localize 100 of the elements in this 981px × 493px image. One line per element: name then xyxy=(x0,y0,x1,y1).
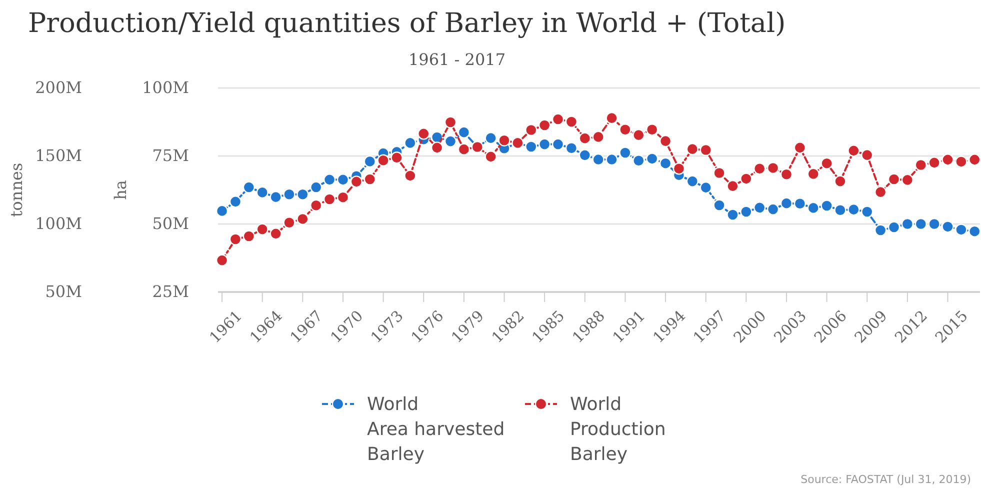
point xyxy=(552,113,564,126)
point xyxy=(592,153,604,166)
point xyxy=(672,162,686,175)
point xyxy=(713,166,726,180)
point xyxy=(820,200,833,212)
point xyxy=(296,188,309,200)
point xyxy=(861,148,874,162)
point xyxy=(901,174,914,186)
point xyxy=(794,198,806,210)
point xyxy=(928,156,940,169)
point xyxy=(901,218,914,230)
point xyxy=(538,138,551,150)
point xyxy=(619,146,632,159)
point xyxy=(861,206,874,218)
point xyxy=(418,128,430,140)
point xyxy=(646,124,658,136)
legend-label: World Area harvested Barley xyxy=(367,394,505,465)
point xyxy=(484,132,497,144)
y2-tick-label: 25M xyxy=(152,282,189,302)
point xyxy=(780,197,793,210)
point xyxy=(848,144,860,157)
point xyxy=(955,156,968,168)
point xyxy=(323,193,336,206)
source-note: Source: FAOSTAT (Jul 31, 2019) xyxy=(800,473,971,486)
point xyxy=(498,134,510,146)
point xyxy=(229,233,242,246)
y-tick-label: 150M xyxy=(35,146,82,166)
point xyxy=(552,138,564,150)
point xyxy=(525,140,538,153)
point xyxy=(270,190,282,204)
point xyxy=(968,154,981,166)
point xyxy=(834,204,846,216)
point xyxy=(619,124,632,136)
point xyxy=(458,126,470,138)
point xyxy=(364,155,376,168)
y-tick-label: 50M xyxy=(45,282,82,302)
point xyxy=(565,142,578,154)
point xyxy=(754,162,766,175)
point xyxy=(565,116,578,128)
point xyxy=(578,149,591,162)
point xyxy=(216,254,228,266)
point xyxy=(364,173,376,186)
point xyxy=(323,174,336,186)
point xyxy=(256,186,268,199)
point xyxy=(780,168,793,180)
point xyxy=(646,152,658,165)
point xyxy=(726,208,739,221)
point xyxy=(914,158,927,172)
y-tick-label: 200M xyxy=(35,78,82,98)
y-axis-title: tonnes xyxy=(7,162,26,218)
point xyxy=(807,168,820,180)
y-tick-label: 100M xyxy=(35,214,82,234)
point xyxy=(700,181,712,194)
point xyxy=(834,175,846,188)
point xyxy=(659,134,672,148)
point xyxy=(606,153,618,166)
point xyxy=(444,116,457,128)
point xyxy=(296,212,309,226)
point xyxy=(592,130,604,144)
point xyxy=(430,142,444,154)
point xyxy=(404,136,416,150)
point xyxy=(848,203,860,216)
y2-tick-label: 75M xyxy=(152,146,189,166)
point xyxy=(766,162,780,174)
point xyxy=(686,175,698,188)
point xyxy=(270,228,282,240)
point xyxy=(874,224,887,236)
point xyxy=(242,181,256,194)
point xyxy=(632,154,645,167)
point xyxy=(874,186,887,198)
point xyxy=(444,135,457,148)
point xyxy=(404,170,416,182)
legend-label: World Production Barley xyxy=(570,394,666,465)
chart-title: Production/Yield quantities of Barley in World + (Total) xyxy=(28,8,786,39)
point xyxy=(310,181,322,194)
point xyxy=(820,157,833,170)
point xyxy=(740,206,752,218)
point xyxy=(484,150,497,163)
point xyxy=(350,176,363,188)
point xyxy=(390,152,403,164)
point xyxy=(336,174,350,186)
point xyxy=(807,202,820,214)
point xyxy=(888,173,900,186)
point xyxy=(242,230,256,242)
point xyxy=(942,154,954,166)
point xyxy=(740,172,752,185)
point xyxy=(766,203,780,216)
point xyxy=(700,144,712,156)
point xyxy=(336,191,350,204)
point xyxy=(216,204,228,218)
point xyxy=(968,225,981,238)
point xyxy=(794,142,806,154)
point xyxy=(458,143,470,156)
point xyxy=(955,224,968,236)
point xyxy=(578,132,591,144)
point xyxy=(726,180,739,192)
point xyxy=(914,218,927,230)
point xyxy=(754,202,766,214)
y2-axis-title: ha xyxy=(111,180,130,200)
point xyxy=(888,221,900,234)
